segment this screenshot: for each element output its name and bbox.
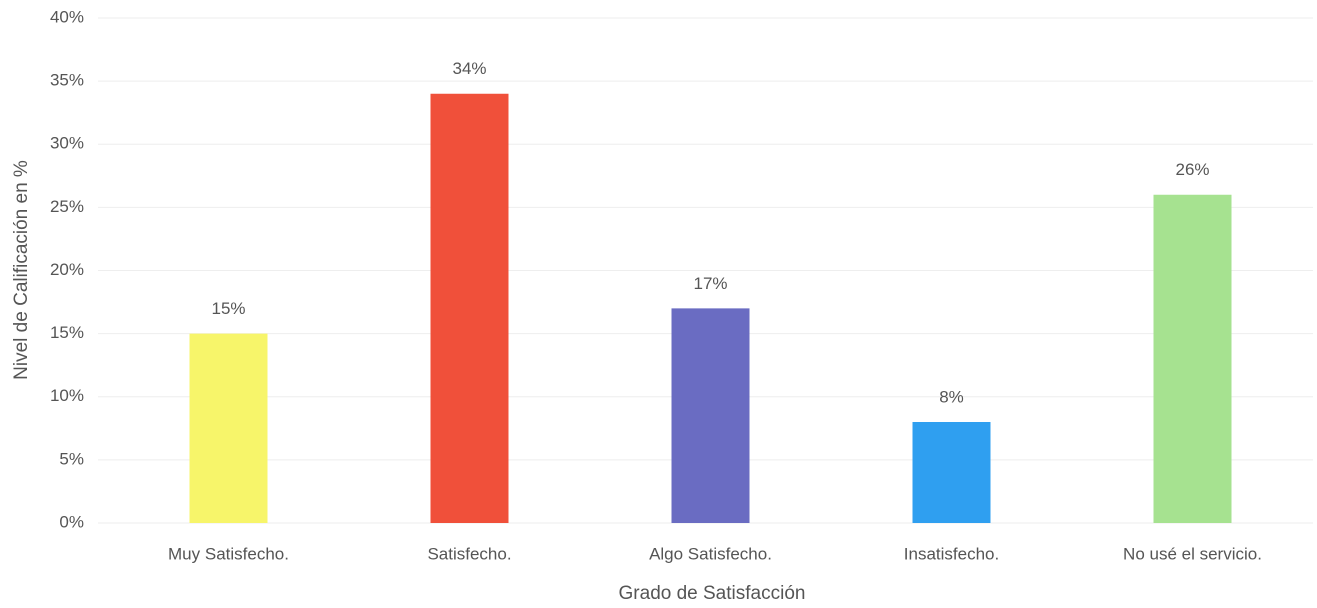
- data-label: 34%: [452, 59, 486, 78]
- data-label: 26%: [1175, 160, 1209, 179]
- y-tick-label: 30%: [50, 134, 84, 153]
- y-axis-title: Nivel de Calificación en %: [11, 160, 32, 380]
- data-label: 8%: [939, 387, 964, 406]
- bar: [189, 333, 268, 523]
- y-tick-label: 0%: [59, 512, 84, 531]
- y-tick-label: 20%: [50, 260, 84, 279]
- data-label: 17%: [693, 274, 727, 293]
- data-label: 15%: [211, 299, 245, 318]
- bar: [912, 422, 991, 523]
- bar: [671, 308, 750, 523]
- x-tick-label: No usé el servicio.: [1123, 544, 1262, 563]
- y-tick-label: 40%: [50, 7, 84, 26]
- x-tick-label: Muy Satisfecho.: [168, 544, 289, 563]
- y-tick-label: 10%: [50, 386, 84, 405]
- y-tick-label: 35%: [50, 71, 84, 90]
- x-tick-label: Algo Satisfecho.: [649, 544, 772, 563]
- x-tick-label: Insatisfecho.: [904, 544, 999, 563]
- y-tick-label: 15%: [50, 323, 84, 342]
- y-tick-label: 5%: [59, 449, 84, 468]
- y-tick-label: 25%: [50, 197, 84, 216]
- x-tick-label: Satisfecho.: [427, 544, 511, 563]
- bar: [1153, 194, 1232, 523]
- bar: [430, 93, 509, 523]
- x-axis-title: Grado de Satisfacción: [619, 583, 806, 604]
